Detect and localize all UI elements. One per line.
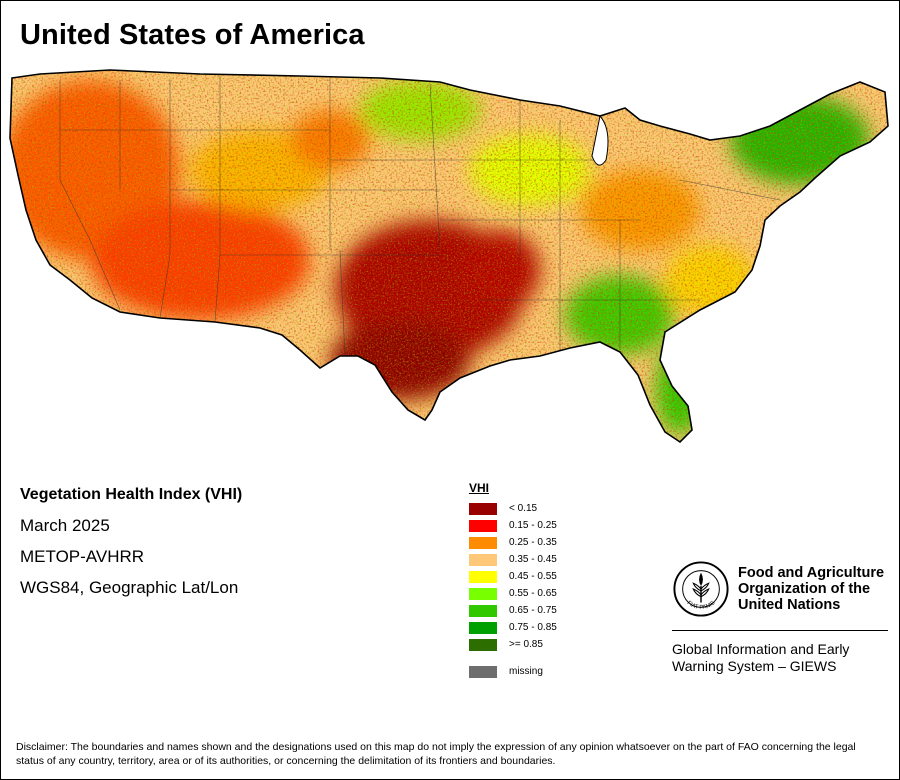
giews-line: Warning System – GIEWS — [672, 658, 837, 674]
legend-label: < 0.15 — [509, 503, 538, 514]
legend-swatch — [469, 621, 497, 634]
giews-line: Global Information and Early — [672, 641, 850, 657]
map-info: Vegetation Health Index (VHI) March 2025… — [20, 486, 242, 609]
fao-name-line: United Nations — [738, 597, 841, 613]
giews-name: Global Information and Early Warning Sys… — [672, 641, 888, 675]
legend-label: 0.15 - 0.25 — [509, 520, 557, 531]
fao-name-line: Food and Agriculture — [738, 565, 885, 581]
legend-row: 0.55 - 0.65 — [469, 585, 557, 602]
svg-text:FIAT PANIS: FIAT PANIS — [686, 600, 717, 611]
index-name: Vegetation Health Index (VHI) — [20, 486, 243, 503]
legend-row: 0.15 - 0.25 — [469, 517, 557, 534]
legend-row: 0.45 - 0.55 — [469, 568, 557, 585]
fao-name-line: Organization of the — [738, 581, 871, 597]
legend-row: 0.25 - 0.35 — [469, 534, 557, 551]
legend-row: 0.75 - 0.85 — [469, 619, 557, 636]
legend-swatch — [469, 502, 497, 515]
legend-title: VHI — [469, 481, 490, 495]
legend-label: 0.25 - 0.35 — [509, 537, 557, 548]
legend-label-missing: missing — [509, 666, 543, 677]
legend-row: >= 0.85 — [469, 636, 557, 653]
legend-row: 0.65 - 0.75 — [469, 602, 557, 619]
legend-row: 0.35 - 0.45 — [469, 551, 557, 568]
legend-label: >= 0.85 — [509, 639, 543, 650]
legend-swatch — [469, 536, 497, 549]
legend-classes: < 0.15 0.15 - 0.25 0.25 - 0.35 0.35 - 0.45 0… — [469, 500, 557, 653]
disclaimer: Disclaimer: The boundaries and names sho… — [16, 741, 856, 767]
fao-block: FAO FIAT PANIS Food and Agriculture Orga… — [672, 560, 888, 675]
legend-swatch — [469, 519, 497, 532]
legend-label: 0.35 - 0.45 — [509, 554, 557, 565]
legend-swatch — [469, 587, 497, 600]
map-title: United States of America — [20, 19, 365, 51]
vhi-legend: VHI < 0.15 0.15 - 0.25 0.25 - 0.35 0.35 - 0… — [469, 481, 557, 680]
legend-label: 0.45 - 0.55 — [509, 571, 557, 582]
legend-label: 0.65 - 0.75 — [509, 605, 557, 616]
legend-swatch — [469, 553, 497, 566]
fao-name: Food and Agriculture Organization of the… — [738, 565, 884, 613]
legend-swatch-missing — [469, 665, 497, 678]
divider — [672, 630, 888, 631]
period: March 2025 — [20, 516, 110, 535]
vhi-map — [9, 69, 889, 443]
legend-swatch — [469, 604, 497, 617]
legend-label: 0.75 - 0.85 — [509, 622, 557, 633]
legend-swatch — [469, 638, 497, 651]
sensor: METOP-AVHRR — [20, 547, 145, 566]
projection: WGS84, Geographic Lat/Lon — [20, 578, 239, 597]
fao-emblem-icon: FAO FIAT PANIS — [673, 561, 729, 617]
legend-row: < 0.15 — [469, 500, 557, 517]
legend-label: 0.55 - 0.65 — [509, 588, 557, 599]
legend-swatch — [469, 570, 497, 583]
legend-missing: missing — [469, 663, 557, 680]
